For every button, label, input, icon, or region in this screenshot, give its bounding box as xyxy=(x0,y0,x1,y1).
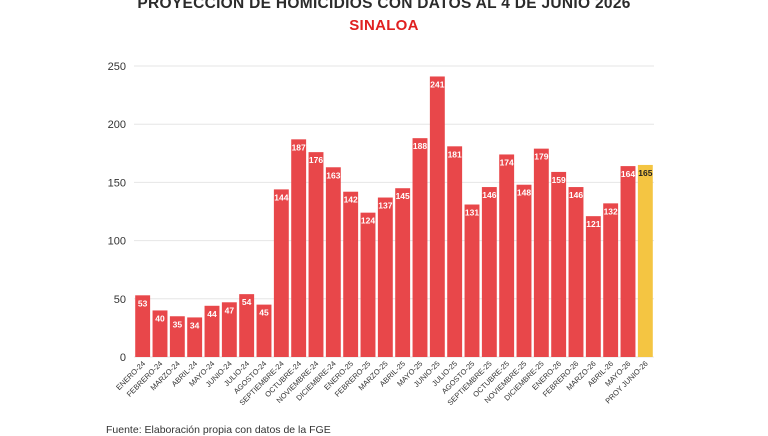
bar xyxy=(481,187,497,357)
bar-value-label: 181 xyxy=(448,149,462,159)
bar-value-label: 145 xyxy=(396,191,410,201)
bar-value-label: 164 xyxy=(621,169,635,179)
bar-value-label: 35 xyxy=(173,319,183,329)
bar-value-label: 47 xyxy=(225,305,235,315)
bar-value-label: 34 xyxy=(190,320,200,330)
bar xyxy=(551,171,567,357)
bar-value-label: 241 xyxy=(430,79,444,89)
y-tick-label: 250 xyxy=(108,61,126,73)
bar-value-label: 144 xyxy=(274,192,288,202)
bar-value-label: 142 xyxy=(344,195,358,205)
bar xyxy=(308,152,324,357)
y-axis-ticks: 0 50 100 150 200 250 xyxy=(108,61,126,364)
bar-value-label: 44 xyxy=(207,309,217,319)
bar-value-label: 45 xyxy=(259,308,269,318)
bar xyxy=(429,76,445,357)
bar-value-label: 163 xyxy=(326,170,340,180)
bar xyxy=(447,146,463,357)
bar-value-label: 53 xyxy=(138,298,148,308)
bar xyxy=(135,295,151,357)
bar xyxy=(377,197,393,357)
bar xyxy=(221,302,237,357)
source-note: Fuente: Elaboración propia con datos de … xyxy=(106,424,331,436)
bar xyxy=(516,184,532,357)
chart-subtitle: SINALOA xyxy=(349,17,419,34)
bar xyxy=(169,316,185,357)
bar-value-label: 124 xyxy=(361,216,375,226)
bar-value-label: 148 xyxy=(517,188,531,198)
bar xyxy=(325,167,341,357)
bar xyxy=(585,216,601,357)
bar-value-label: 146 xyxy=(482,190,496,200)
bar-value-label: 54 xyxy=(242,297,252,307)
y-tick-label: 0 xyxy=(120,352,126,364)
bar xyxy=(343,191,359,357)
bar xyxy=(239,294,255,357)
bar-value-label: 174 xyxy=(500,157,514,167)
bar xyxy=(412,138,428,357)
bar xyxy=(204,305,220,357)
y-tick-label: 100 xyxy=(108,236,126,248)
bars xyxy=(135,76,653,357)
bar xyxy=(273,189,289,357)
bar xyxy=(360,212,376,357)
bar xyxy=(620,166,636,357)
bar-value-label: 132 xyxy=(604,206,618,216)
x-axis-ticks: ENERO-24FEBRERO-24MARZO-24ABRIL-24MAYO-2… xyxy=(114,359,650,407)
bar xyxy=(637,164,653,357)
chart-title: PROYECCIÓN DE HOMICIDIOS CON DATOS AL 4 … xyxy=(137,0,631,12)
bar-value-label: 159 xyxy=(552,175,566,185)
bar xyxy=(533,148,549,357)
gridlines xyxy=(134,65,654,358)
bar xyxy=(499,154,515,357)
bar xyxy=(256,304,272,357)
bar xyxy=(603,203,619,357)
bar-value-label: 179 xyxy=(534,152,548,162)
bar-value-label: 176 xyxy=(309,155,323,165)
bar xyxy=(152,310,168,357)
bar xyxy=(395,188,411,357)
bar-value-label: 187 xyxy=(292,142,306,152)
bar xyxy=(187,317,203,357)
y-tick-label: 50 xyxy=(114,294,126,306)
bar-value-label: 188 xyxy=(413,141,427,151)
bar-value-label: 131 xyxy=(465,208,479,218)
y-tick-label: 200 xyxy=(108,119,126,131)
bar-value-label: 146 xyxy=(569,190,583,200)
y-tick-label: 150 xyxy=(108,177,126,189)
bar-value-label: 40 xyxy=(155,313,165,323)
bar-value-label: 137 xyxy=(378,201,392,211)
bar-value-label: 165 xyxy=(638,168,652,178)
bar xyxy=(464,204,480,357)
bar-value-label: 121 xyxy=(586,219,600,229)
bar xyxy=(568,187,584,357)
bar xyxy=(291,139,307,357)
